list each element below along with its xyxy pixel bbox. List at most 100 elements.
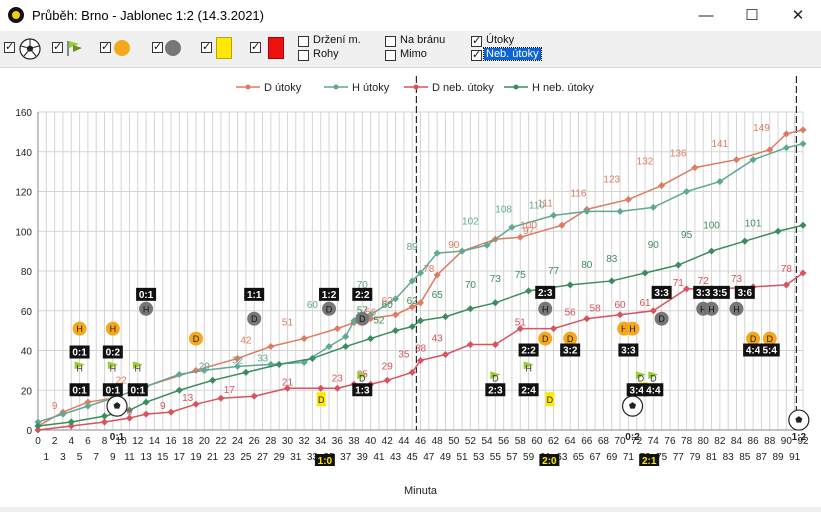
minimize-button[interactable]: — bbox=[698, 7, 714, 24]
option-neb-utoky-checkbox[interactable] bbox=[471, 48, 482, 61]
series-point bbox=[392, 295, 400, 303]
toggle-flags-checkbox[interactable] bbox=[52, 40, 63, 53]
score-marker-label: 2:3 bbox=[488, 385, 503, 396]
series-point bbox=[416, 269, 425, 277]
x-tick-label: 17 bbox=[174, 452, 186, 463]
option-mimo-checkbox[interactable] bbox=[385, 50, 396, 61]
data-label: 62 bbox=[407, 296, 419, 307]
series-point bbox=[34, 418, 42, 426]
toggle-goals-checkbox[interactable] bbox=[4, 40, 15, 53]
close-button[interactable]: ✕ bbox=[791, 7, 805, 24]
y-tick-label: 60 bbox=[21, 307, 33, 318]
x-tick-label: 79 bbox=[689, 452, 701, 463]
series-point bbox=[84, 402, 92, 410]
option-rohy-checkbox[interactable] bbox=[298, 50, 309, 61]
series-point bbox=[408, 303, 416, 311]
option-drzeni-checkbox[interactable] bbox=[298, 36, 309, 47]
score-marker-box bbox=[319, 287, 340, 301]
x-tick-label: 1 bbox=[44, 452, 50, 463]
yellow-card-label: D bbox=[547, 395, 554, 405]
y-tick-label: 120 bbox=[15, 188, 32, 199]
flag-marker bbox=[107, 361, 118, 370]
series-point bbox=[691, 164, 699, 172]
series-point bbox=[167, 408, 175, 416]
data-label: 116 bbox=[571, 188, 587, 199]
series-point bbox=[383, 376, 391, 384]
y-tick-label: 80 bbox=[21, 267, 33, 278]
series-point bbox=[516, 325, 524, 333]
x-tick-label: 50 bbox=[448, 436, 460, 447]
bottom-score-label: 0:1 bbox=[110, 432, 125, 443]
series-point bbox=[234, 354, 242, 362]
data-label: 102 bbox=[462, 216, 479, 227]
series-point bbox=[483, 241, 491, 249]
data-label: 33 bbox=[257, 353, 269, 364]
data-label: 60 bbox=[307, 300, 319, 311]
series-point bbox=[67, 422, 75, 430]
x-tick-label: 6 bbox=[85, 436, 91, 447]
flag-marker bbox=[132, 361, 143, 370]
data-label: 90 bbox=[448, 240, 460, 251]
gray-event-label: H bbox=[708, 304, 715, 314]
legend-entry: H útoky bbox=[352, 82, 390, 94]
series-point bbox=[782, 281, 790, 289]
x-tick-label: 12 bbox=[132, 436, 144, 447]
data-label: 141 bbox=[712, 139, 729, 150]
score-marker-label: 1:2 bbox=[322, 290, 337, 301]
goal-ball-pattern bbox=[795, 416, 803, 423]
score-marker-label: 0:1 bbox=[139, 290, 154, 301]
series-point bbox=[342, 333, 350, 341]
series-point bbox=[392, 327, 400, 335]
bottom-score-box bbox=[639, 454, 660, 466]
x-tick-label: 5 bbox=[77, 452, 83, 463]
score-marker-box bbox=[352, 383, 373, 397]
data-label: 17 bbox=[224, 385, 236, 396]
option-utoky-checkbox[interactable] bbox=[471, 34, 482, 47]
data-label: 52 bbox=[373, 316, 385, 327]
series-point bbox=[192, 400, 200, 408]
series-point bbox=[641, 269, 649, 277]
x-tick-label: 0 bbox=[35, 436, 41, 447]
gray-event-marker bbox=[139, 301, 154, 316]
score-marker-label: 3:3 bbox=[621, 346, 636, 357]
gray-event-marker bbox=[538, 301, 553, 316]
x-tick-label: 42 bbox=[382, 436, 394, 447]
x-tick-label: 69 bbox=[606, 452, 618, 463]
score-marker-box bbox=[485, 383, 506, 397]
data-label: 29 bbox=[382, 361, 394, 372]
score-marker-box bbox=[709, 285, 730, 299]
toggle-red-cards-checkbox[interactable] bbox=[250, 40, 261, 53]
data-label: 71 bbox=[673, 278, 685, 289]
x-tick-label: 44 bbox=[398, 436, 410, 447]
gray-event-marker bbox=[247, 311, 262, 326]
bottom-score-label: 1:0 bbox=[318, 456, 333, 467]
score-marker-box bbox=[651, 285, 672, 299]
bottom-score-label: 2:0 bbox=[542, 456, 557, 467]
flag-marker bbox=[635, 371, 646, 380]
data-label: 51 bbox=[515, 318, 527, 329]
x-tick-label: 81 bbox=[706, 452, 718, 463]
red-card-icon bbox=[268, 37, 284, 59]
flag-label: H bbox=[525, 363, 532, 373]
data-label: 95 bbox=[681, 230, 693, 241]
option-na-branu-checkbox[interactable] bbox=[385, 36, 396, 47]
series-point bbox=[325, 342, 333, 351]
score-marker-label: 0:2 bbox=[106, 347, 121, 358]
series-point bbox=[333, 384, 341, 392]
toggle-orange-events-checkbox[interactable] bbox=[100, 40, 111, 53]
orange-event-label: D bbox=[542, 334, 549, 344]
toggle-gray-events-checkbox[interactable] bbox=[152, 40, 163, 53]
maximize-button[interactable]: ☐ bbox=[745, 7, 759, 24]
x-tick-label: 19 bbox=[190, 452, 202, 463]
data-label: 111 bbox=[538, 198, 554, 209]
flag-label: D bbox=[638, 373, 645, 383]
toggle-yellow-cards-checkbox[interactable] bbox=[201, 40, 212, 53]
series-point bbox=[308, 354, 316, 362]
yellow-card-label: D bbox=[318, 395, 325, 405]
series-point bbox=[217, 394, 225, 402]
data-label: 100 bbox=[520, 220, 537, 231]
option-na-branu-label: Na bránu bbox=[400, 34, 446, 46]
gray-dot-icon bbox=[165, 40, 181, 56]
x-tick-label: 26 bbox=[249, 436, 261, 447]
series-point bbox=[100, 418, 109, 426]
